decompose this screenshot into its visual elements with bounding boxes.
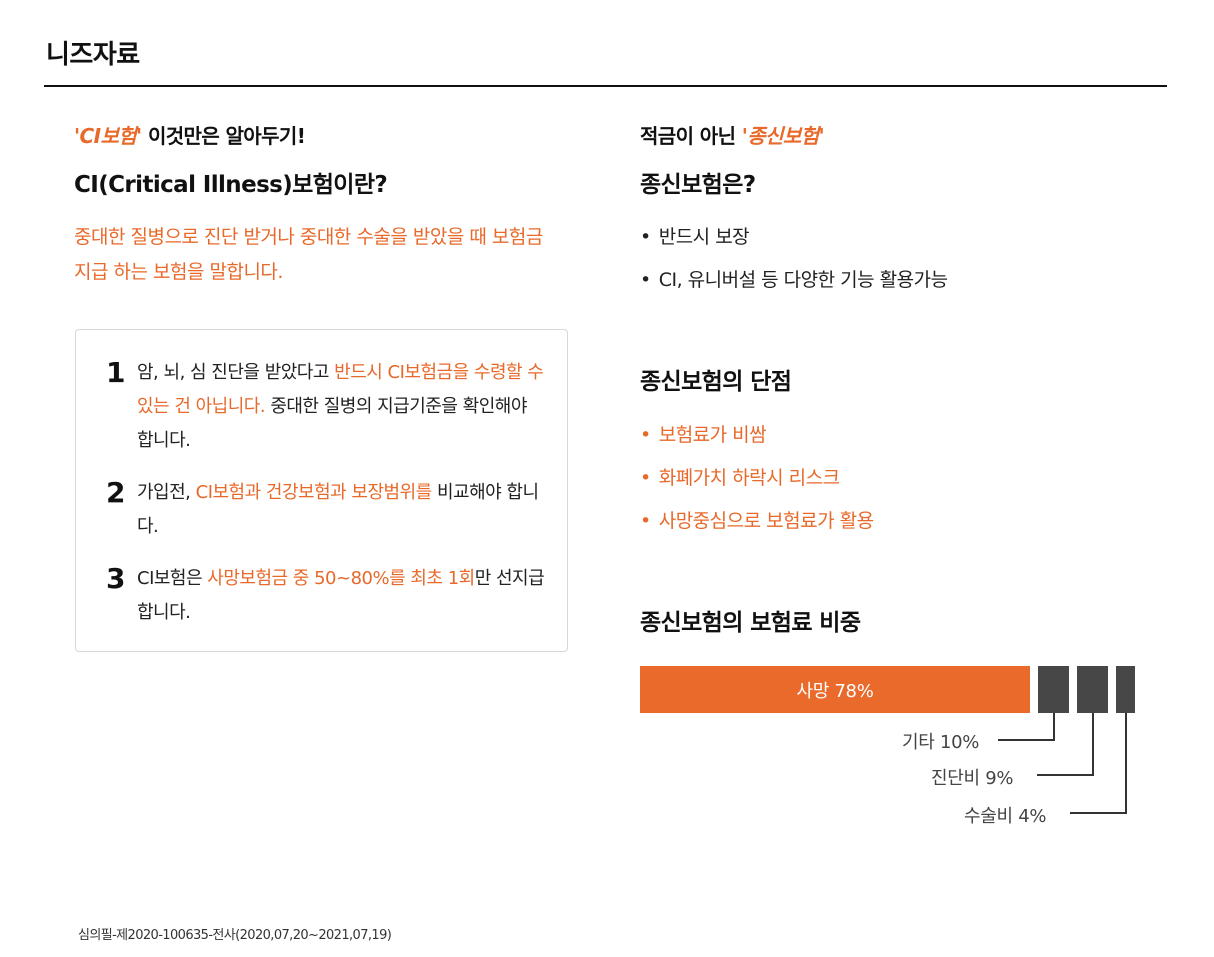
review-approval-number: 심의필-제2020-100635-전사(2020,07,20~2021,07,1… — [78, 928, 392, 943]
whole-life-drawbacks-list: 보험료가 비쌈 화폐가치 하락시 리스크 사망중심으로 보험료가 활용 — [640, 414, 874, 543]
leader-line — [1053, 713, 1055, 741]
list-item: 반드시 보장 — [640, 216, 948, 259]
leader-line — [1070, 812, 1127, 814]
page-title: 니즈자료 — [46, 40, 140, 70]
note-text: 가입전, CI보험과 건강보험과 보장범위를 비교해야 합니다. — [137, 482, 539, 537]
list-item: CI, 유니버설 등 다양한 기능 활용가능 — [640, 259, 948, 302]
note-text: 암, 뇌, 심 진단을 받았다고 반드시 CI보험금을 수령할 수 있는 건 아… — [137, 362, 544, 451]
premium-ratio-heading: 종신보험의 보험료 비중 — [640, 610, 861, 636]
bar-other — [1038, 666, 1069, 713]
title-divider — [44, 85, 1167, 87]
list-item: 보험료가 비쌈 — [640, 414, 874, 457]
note-number: 3 — [106, 562, 126, 595]
ci-tagline: 'CI보험' 이것만은 알아두기! — [74, 120, 574, 152]
tagline-quote: '종신보험' — [741, 124, 825, 148]
ci-heading: CI(Critical Illness)보험이란? — [74, 172, 388, 198]
ci-description: 중대한 질병으로 진단 받거나 중대한 수술을 받았을 때 보험금 지급 하는 … — [74, 226, 543, 283]
legend-diagnosis: 진단비 9% — [931, 768, 1014, 789]
ci-tagline-rest: 이것만은 알아두기! — [141, 124, 306, 148]
legend-other: 기타 10% — [902, 732, 980, 753]
list-item: 사망중심으로 보험료가 활용 — [640, 500, 874, 543]
legend-surgery: 수술비 4% — [964, 806, 1047, 827]
leader-line — [1125, 713, 1127, 814]
whole-life-drawbacks-heading: 종신보험의 단점 — [640, 369, 792, 395]
leader-line — [998, 739, 1055, 741]
list-item: 화폐가치 하락시 리스크 — [640, 457, 874, 500]
bar-death-label: 사망 78% — [796, 680, 874, 702]
ci-notes-box: 1 암, 뇌, 심 진단을 받았다고 반드시 CI보험금을 수령할 수 있는 건… — [75, 329, 568, 652]
whole-life-heading: 종신보험은? — [640, 172, 756, 198]
ci-tagline-quote: 'CI보험' — [74, 124, 142, 148]
note-number: 1 — [106, 356, 126, 389]
whole-life-tagline: 적금이 아닌 '종신보험' — [640, 120, 825, 152]
bar-surgery — [1116, 666, 1135, 713]
note-text: CI보험은 사망보험금 중 50~80%를 최초 1회만 선지급합니다. — [137, 568, 545, 623]
leader-line — [1092, 713, 1094, 776]
tagline-plain: 적금이 아닌 — [640, 124, 742, 148]
leader-line — [1037, 774, 1094, 776]
note-number: 2 — [106, 476, 126, 509]
bar-diagnosis — [1077, 666, 1108, 713]
bar-death: 사망 78% — [640, 666, 1030, 713]
ci-insurance-section: 'CI보험' 이것만은 알아두기! CI(Critical Illness)보험… — [74, 120, 574, 290]
whole-life-benefits-list: 반드시 보장 CI, 유니버설 등 다양한 기능 활용가능 — [640, 216, 948, 302]
